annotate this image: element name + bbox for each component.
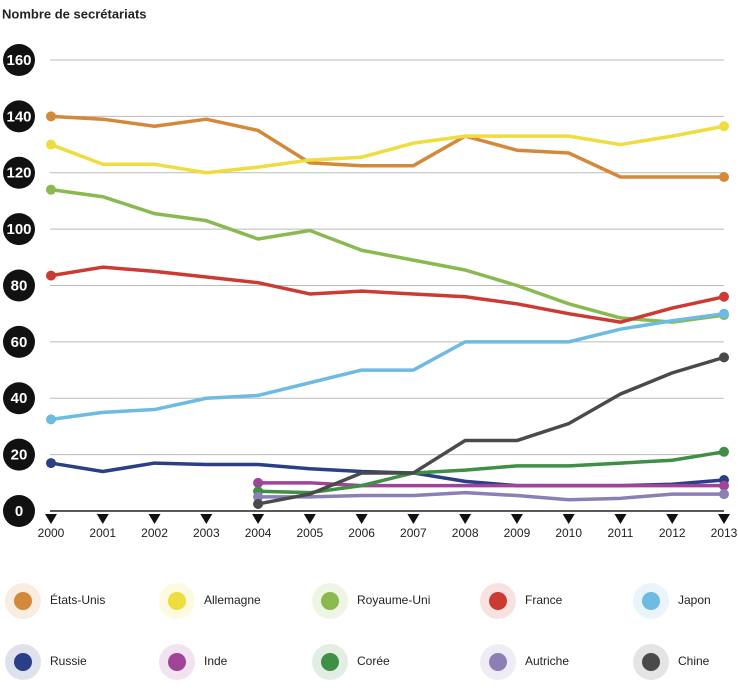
y-tick-label: 160 — [6, 52, 31, 69]
legend-label: États-Unis — [50, 592, 105, 607]
x-tick-label: 2013 — [711, 526, 738, 540]
y-tick-badge — [3, 438, 35, 471]
legend-label: Royaume-Uni — [357, 593, 430, 607]
x-tick — [459, 514, 472, 524]
series-line — [50, 187, 725, 324]
legend-swatch — [642, 592, 660, 610]
y-tick-badge — [3, 382, 35, 415]
series-line — [50, 114, 724, 179]
x-tick — [200, 514, 213, 524]
end-point — [46, 111, 56, 122]
x-tick-label: 2011 — [608, 526, 634, 540]
y-tick-badge — [3, 495, 35, 527]
legend-swatch — [321, 653, 339, 671]
x-tick — [252, 514, 265, 524]
x-tick — [562, 514, 575, 524]
legend-label: Inde — [204, 654, 228, 668]
y-tick-label: 140 — [6, 108, 31, 125]
end-point — [719, 171, 729, 182]
end-point — [719, 291, 729, 302]
legend-label: France — [525, 593, 563, 607]
series-line — [50, 311, 725, 422]
x-tick — [355, 514, 368, 524]
series-line — [258, 450, 725, 495]
legend-swatch — [642, 653, 660, 671]
y-tick-label: 120 — [6, 165, 31, 182]
y-tick-label: 0 — [15, 503, 23, 520]
y-tick-badge — [3, 213, 35, 246]
x-tick — [96, 514, 109, 524]
x-tick-label: 2008 — [452, 526, 479, 540]
legend-label: Autriche — [525, 654, 569, 668]
x-tick-label: 2000 — [38, 526, 65, 540]
x-tick-label: 2007 — [400, 526, 427, 540]
legend-label: Allemagne — [204, 593, 261, 607]
end-point — [719, 308, 729, 319]
y-tick-badge — [3, 325, 35, 358]
x-tick-label: 2002 — [141, 526, 168, 540]
x-tick-label: 2012 — [659, 526, 686, 540]
series-line — [257, 355, 725, 506]
x-tick-label: 2006 — [348, 526, 375, 540]
end-point — [46, 270, 56, 281]
series-line — [50, 124, 725, 175]
series-line — [50, 265, 725, 324]
y-tick-label: 40 — [11, 390, 28, 407]
x-tick — [148, 514, 161, 524]
legend-swatch — [489, 653, 507, 671]
end-point — [719, 352, 729, 363]
x-tick — [510, 514, 523, 524]
x-tick — [666, 514, 679, 524]
end-point — [46, 139, 56, 150]
x-tick — [303, 514, 316, 524]
series-line — [258, 490, 724, 502]
y-tick-badge — [3, 44, 35, 76]
y-tick-badge — [3, 156, 35, 189]
x-tick — [718, 514, 730, 524]
legend-label: Corée — [357, 654, 390, 668]
x-tick-label: 2005 — [296, 526, 323, 540]
end-point — [46, 458, 56, 469]
end-point — [719, 446, 729, 457]
x-tick-label: 2001 — [89, 526, 116, 540]
x-tick-label: 2010 — [555, 526, 582, 540]
end-point — [253, 491, 264, 502]
legend-swatch — [14, 653, 32, 671]
end-point — [46, 414, 56, 425]
y-tick-label: 100 — [6, 221, 31, 238]
x-tick-label: 2009 — [504, 526, 531, 540]
y-tick-label: 20 — [11, 447, 28, 464]
y-tick-badge — [3, 269, 35, 302]
end-point — [719, 489, 729, 500]
x-tick — [407, 514, 420, 524]
y-tick-label: 80 — [11, 277, 28, 294]
legend-swatch — [168, 592, 186, 610]
x-tick — [614, 514, 627, 524]
legend-swatch — [168, 653, 186, 671]
legend-swatch — [489, 592, 507, 610]
legend-label: Chine — [678, 654, 710, 668]
legend-swatch — [14, 592, 32, 610]
end-point — [719, 121, 729, 132]
y-tick-label: 60 — [11, 334, 28, 351]
end-point — [719, 480, 729, 491]
end-point — [253, 477, 264, 488]
x-tick-label: 2003 — [193, 526, 220, 540]
y-tick-badge — [3, 100, 35, 133]
legend-swatch — [321, 592, 339, 610]
end-point — [46, 184, 56, 195]
legend-label: Japon — [678, 593, 711, 607]
end-point — [253, 498, 264, 509]
x-tick — [45, 514, 57, 524]
legend-label: Russie — [50, 654, 87, 668]
x-tick-label: 2004 — [245, 526, 272, 540]
chart-title: Nombre de secrétariats — [2, 6, 147, 21]
